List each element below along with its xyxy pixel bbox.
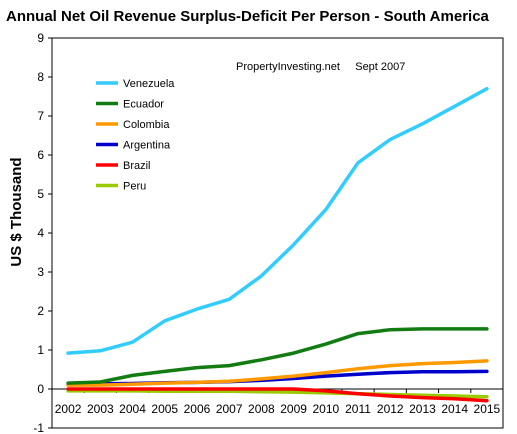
legend-label-argentina: Argentina <box>123 140 171 152</box>
x-tick-label: 2010 <box>312 402 339 416</box>
legend-label-brazil: Brazil <box>123 160 151 172</box>
series-line-colombia <box>66 359 489 387</box>
chart-title: Annual Net Oil Revenue Surplus-Deficit P… <box>6 8 490 25</box>
plot-area: -1 0 1 2 3 4 5 6 7 8 9 2002 2003 2004 2005 2006 2007 2008… <box>33 31 504 434</box>
series-line-ecuador <box>66 327 489 385</box>
y-tick-label: 8 <box>37 70 44 84</box>
x-tick-label: 2002 <box>55 402 82 416</box>
y-tick-label: 2 <box>37 304 44 318</box>
x-tick-label: 2004 <box>119 402 146 416</box>
x-tick-label: 2009 <box>280 402 307 416</box>
y-tick-label: 0 <box>37 382 44 396</box>
x-tick-label: 2006 <box>184 402 211 416</box>
x-tick-label: 2013 <box>409 402 436 416</box>
legend-label-venezuela: Venezuela <box>123 78 175 90</box>
y-tick-label: 4 <box>37 226 44 240</box>
x-tick-label: 2012 <box>377 402 404 416</box>
legend-label-peru: Peru <box>123 181 146 193</box>
y-tick-label: 3 <box>37 265 44 279</box>
y-tick-label: 9 <box>37 31 44 45</box>
y-tick-label: 5 <box>37 187 44 201</box>
y-tick-label: 1 <box>37 343 44 357</box>
plot-frame <box>51 37 504 429</box>
x-tick-label: 2008 <box>248 402 275 416</box>
x-tick-label: 2015 <box>474 402 501 416</box>
series-line-brazil <box>66 387 489 403</box>
y-tick-label: 6 <box>37 148 44 162</box>
legend-label-colombia: Colombia <box>123 119 170 131</box>
x-tick-label: 2005 <box>151 402 178 416</box>
x-tick-label: 2007 <box>216 402 243 416</box>
x-tick-label: 2011 <box>345 402 371 416</box>
x-tick-label: 2014 <box>441 402 468 416</box>
legend-label-ecuador: Ecuador <box>123 99 164 111</box>
series-line-peru <box>66 389 489 399</box>
y-axis-label: US $ Thousand <box>8 157 25 266</box>
y-tick-label: 7 <box>37 109 44 123</box>
series-line-venezuela <box>66 86 489 355</box>
y-tick-label: -1 <box>33 421 44 434</box>
x-tick-label: 2003 <box>87 402 114 416</box>
chart-annotation: PropertyInvesting.net Sept 2007 <box>236 61 405 73</box>
